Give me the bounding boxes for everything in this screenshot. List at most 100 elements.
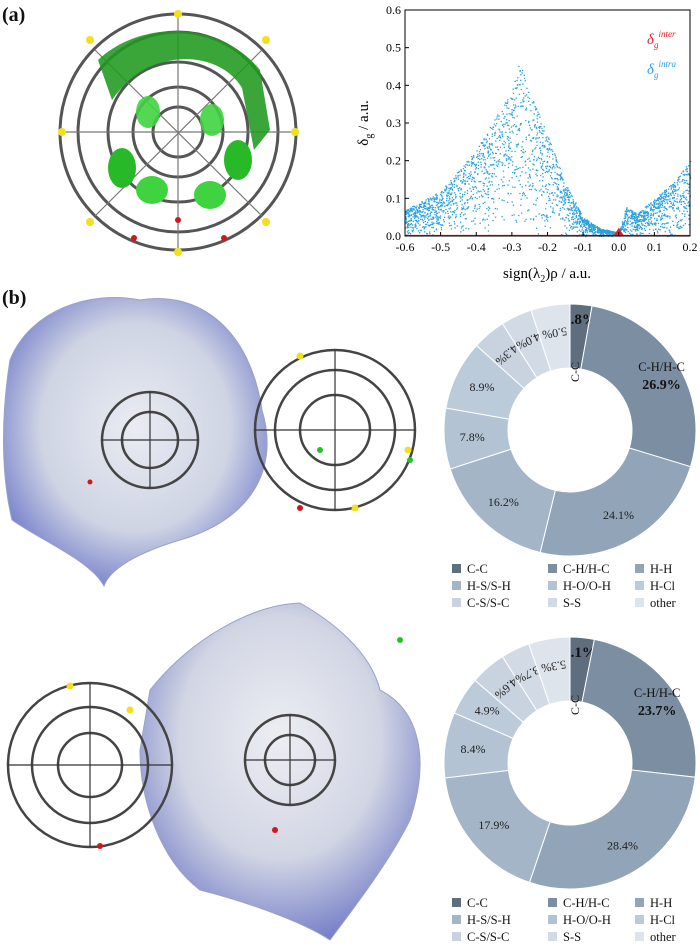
intra-point [602,230,604,232]
intra-point [509,156,511,159]
intra-point [669,226,672,228]
intra-point [430,223,432,226]
intra-point [471,158,474,160]
intra-point [585,224,587,226]
intra-point [538,213,540,215]
intra-point [478,181,480,183]
intra-point [554,167,556,169]
intra-point [511,130,513,132]
intra-point [505,122,507,124]
intra-point [488,166,490,168]
intra-point [563,189,565,191]
intra-point [430,218,432,220]
intra-point [524,80,526,82]
intra-point [459,213,462,216]
intra-point [453,212,456,214]
intra-point [539,147,542,149]
intra-point [564,188,567,190]
intra-point [630,211,633,213]
intra-point [411,209,413,212]
intra-point [525,108,527,110]
intra-point [536,134,538,136]
legend-label: C-H/H-C [563,562,610,576]
intra-point [512,104,515,106]
intra-point [512,98,514,100]
intra-point [650,212,652,215]
intra-point [672,224,675,226]
intra-point [495,175,497,178]
intra-point [667,202,669,205]
intra-point [600,233,602,235]
intra-point [591,228,593,231]
intra-point [549,165,551,168]
intra-point [677,201,679,203]
intra-point [662,200,664,202]
intra-point [687,183,689,185]
intra-point [522,83,524,85]
intra-point [517,105,519,108]
intra-point [495,122,498,125]
intra-point [431,204,433,207]
intra-point [552,184,554,186]
intra-point [677,189,680,191]
intra-point [507,149,510,152]
intra-point [676,182,678,184]
intra-point [522,99,524,101]
intra-point [484,227,486,229]
intra-point [470,180,473,182]
intra-point [627,230,629,233]
intra-point [534,125,536,127]
intra-point [432,226,434,229]
intra-point [682,179,684,181]
intra-point [586,228,588,230]
intra-point [584,222,586,225]
intra-point [445,199,448,202]
intra-point [666,227,668,229]
intra-point [585,221,588,223]
intra-point [559,175,562,177]
intra-point [457,176,459,178]
intra-point [636,217,638,220]
intra-point [656,212,658,214]
intra-point [534,188,536,190]
intra-point [544,220,546,222]
intra-point [533,156,536,158]
intra-point [633,226,636,228]
intra-point [588,222,590,224]
intra-point [686,174,688,176]
x-tick-label: -0.2 [538,240,557,254]
intra-point [474,171,476,174]
intra-point [588,227,590,229]
donut-value-label: 5.3% [540,657,567,675]
intra-point [484,164,487,166]
legend-swatch [635,915,644,924]
intra-point [422,215,424,217]
intra-point [475,156,478,158]
intra-point [504,142,507,144]
intra-point [428,203,431,205]
intra-point [487,187,490,190]
intra-point [490,157,492,159]
intra-point [621,223,624,225]
intra-point [600,232,603,234]
intra-point [450,224,452,227]
intra-point [583,223,585,225]
intra-point [451,214,454,216]
intra-point [652,229,655,231]
intra-point [660,218,663,221]
intra-point [590,226,592,228]
intra-point [572,213,574,216]
donut-slice [528,636,571,706]
intra-point [675,214,677,216]
intra-point [574,222,576,224]
intra-point [438,206,441,208]
intra-point [685,173,688,176]
intra-point [486,141,488,144]
intra-point [636,225,638,227]
intra-point [661,202,664,204]
intra-point [507,101,509,103]
intra-point [586,223,588,225]
intra-point [568,189,570,191]
intra-point [482,218,485,220]
intra-point [452,211,454,213]
